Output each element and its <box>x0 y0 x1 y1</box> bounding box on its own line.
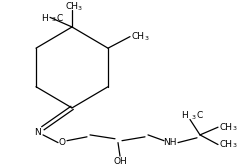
Text: CH: CH <box>219 140 232 149</box>
Text: C: C <box>57 14 63 23</box>
Text: H: H <box>41 14 48 23</box>
Text: 3: 3 <box>78 6 82 11</box>
Text: C: C <box>196 111 202 120</box>
Text: H: H <box>180 111 187 120</box>
Text: N: N <box>34 127 41 136</box>
Text: NH: NH <box>162 138 176 147</box>
Text: CH: CH <box>219 123 232 132</box>
Text: 3: 3 <box>232 143 236 149</box>
Text: CH: CH <box>132 32 144 41</box>
Text: 3: 3 <box>232 126 236 131</box>
Text: OH: OH <box>113 157 126 166</box>
Text: 3: 3 <box>144 36 148 41</box>
Text: CH: CH <box>65 2 78 11</box>
Text: O: O <box>58 138 65 147</box>
Text: 3: 3 <box>191 115 195 120</box>
Text: 3: 3 <box>52 17 56 22</box>
